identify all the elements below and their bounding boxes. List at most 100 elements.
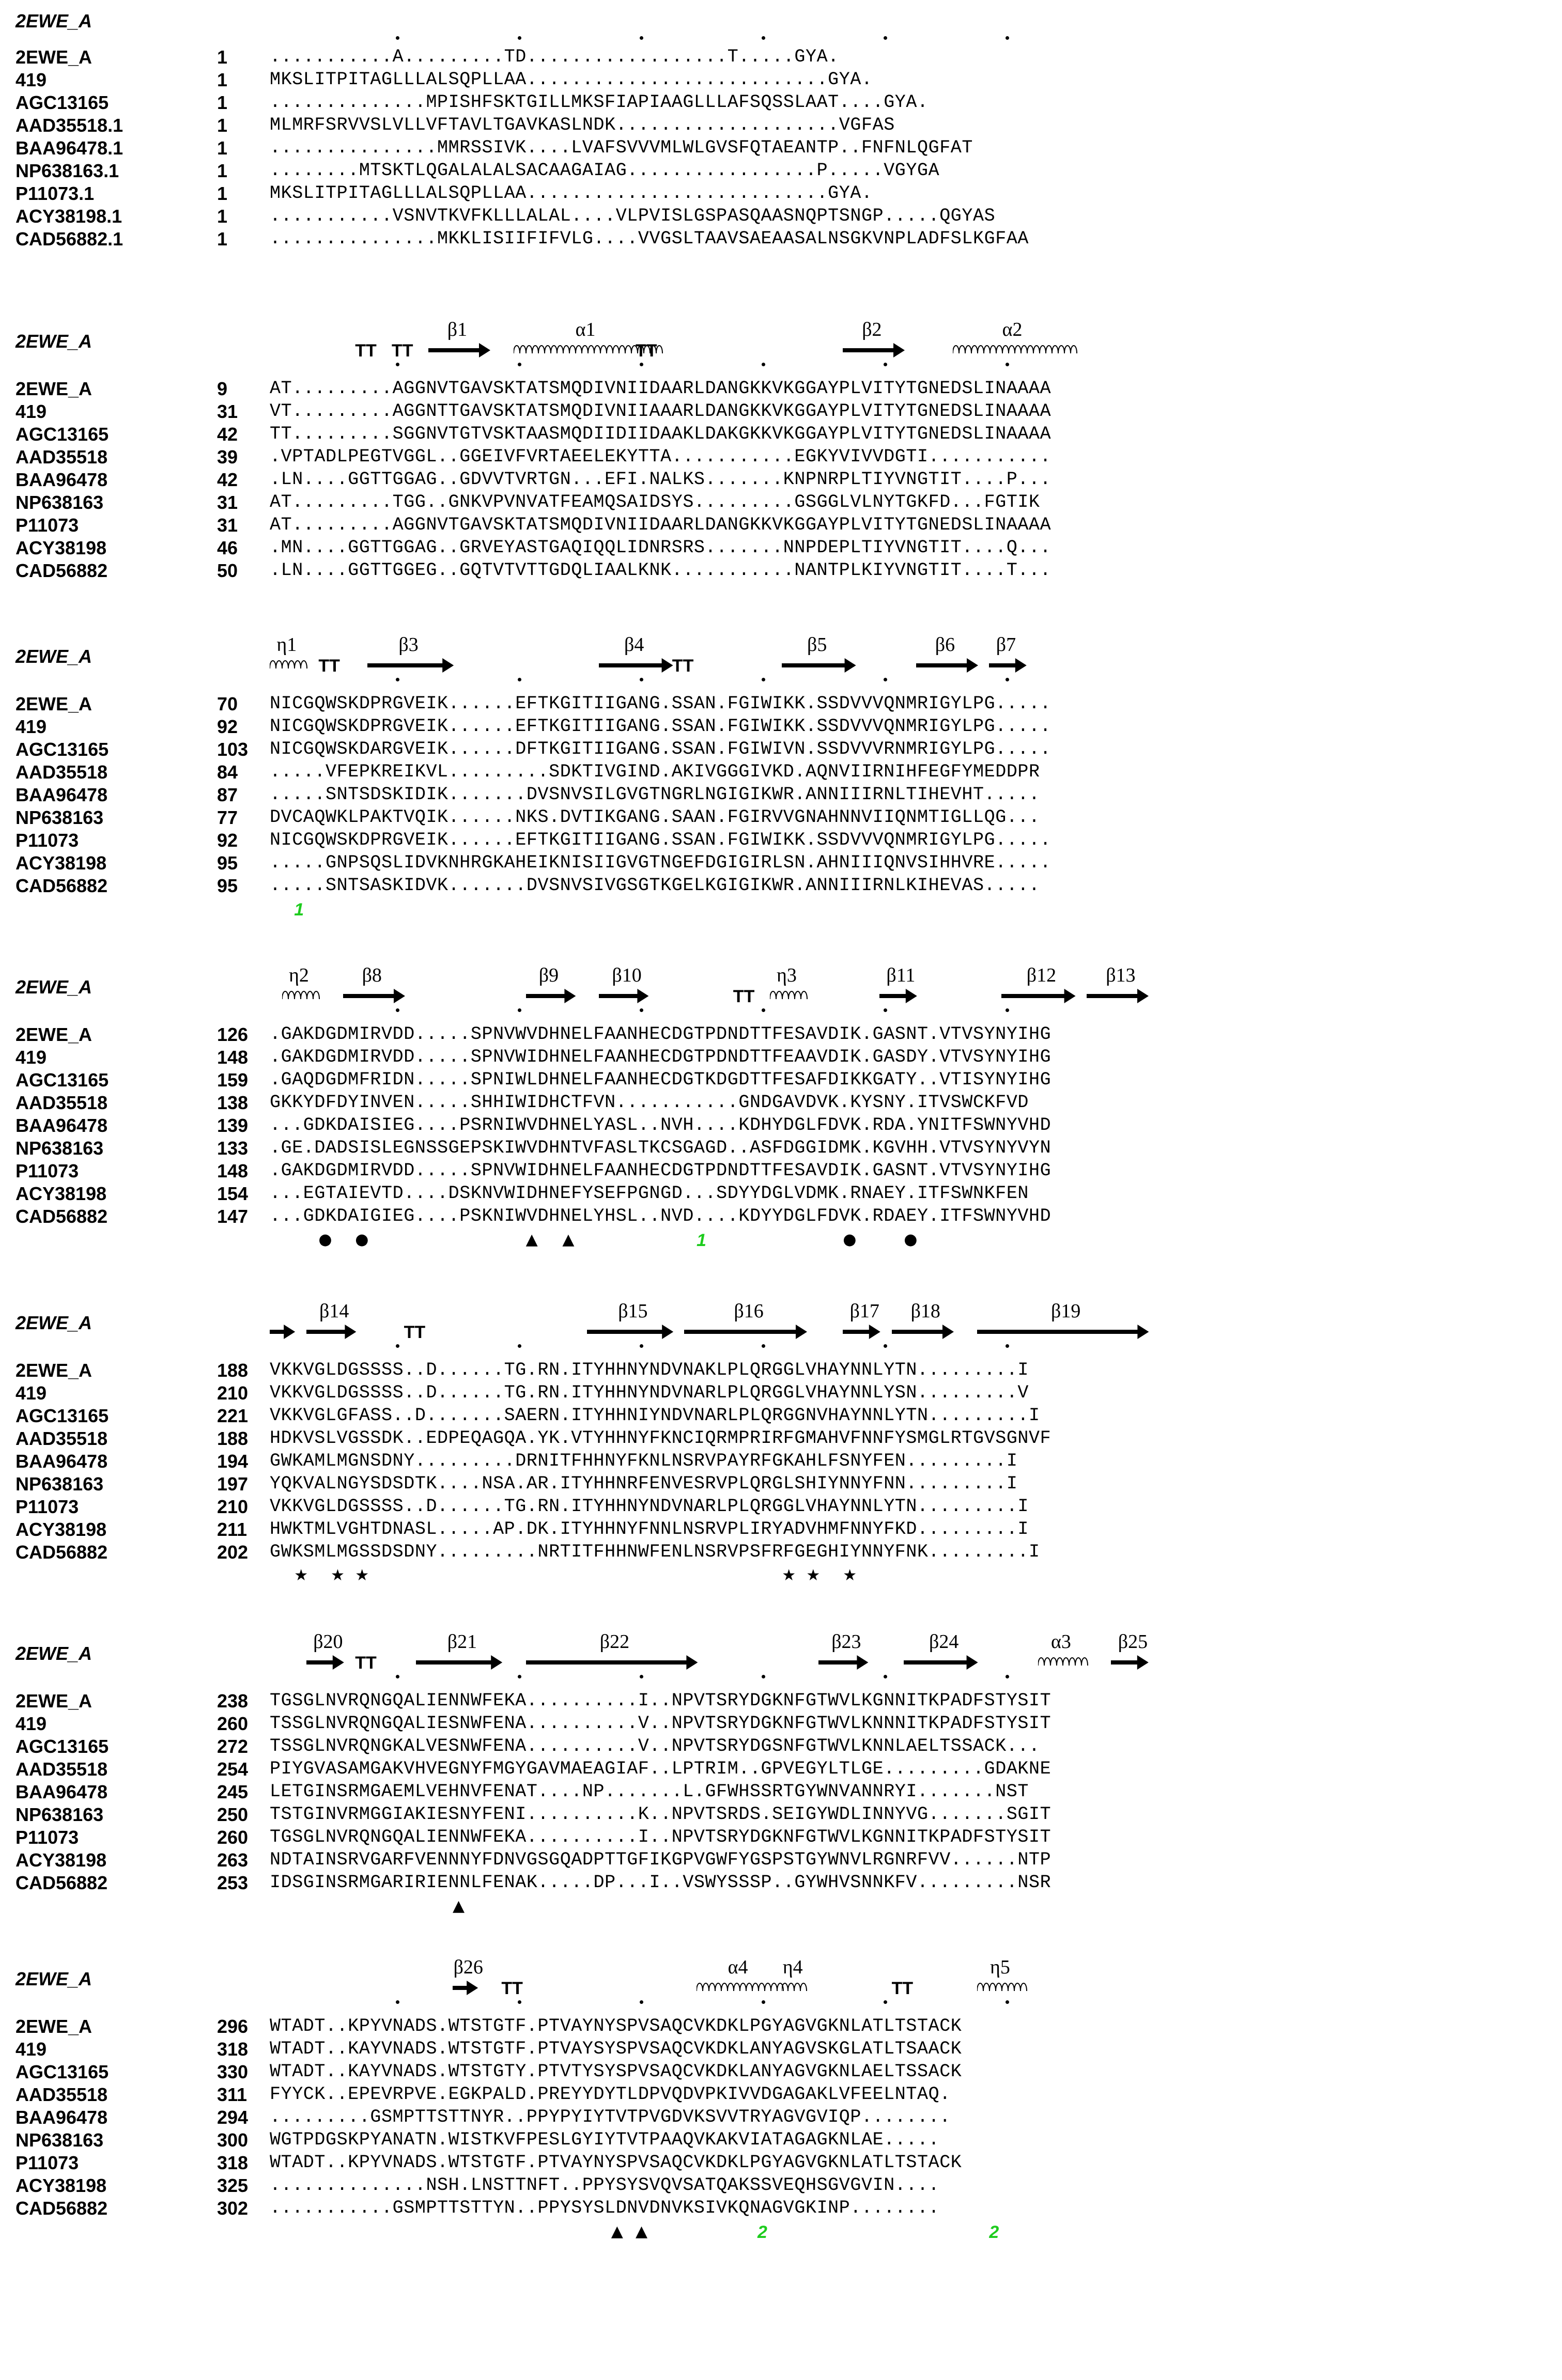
secondary-structure-label: β8: [362, 965, 382, 986]
helix-coil: [282, 991, 320, 1000]
position-dot: [884, 678, 887, 681]
sequence-residues: TSTGINVRMGGIAKIESNYFENI..........K..NPVT…: [270, 1804, 1051, 1825]
sequence-residues: GKKYDFDYINVEN.....SHHIWIDHCTFVN.........…: [270, 1092, 1029, 1113]
sequence-name: 2EWE_A: [16, 1690, 92, 1712]
sequence-name: CAD56882: [16, 2198, 108, 2219]
position-dot: [884, 2000, 887, 2004]
sequence-row: 2EWE_A 188 VKKVGLDGSSSS..D......TG.RN.ITYH…: [0, 1360, 1562, 1382]
sequence-name: AGC13165: [16, 2061, 109, 2082]
secondary-structure-label: α2: [1002, 319, 1023, 340]
reference-label: 2EWE_A: [16, 646, 92, 667]
sequence-residues: AT.........AGGNVTGAVSKTATSMQDIVNIIDAARLD…: [270, 378, 1051, 399]
sequence-name: AAD35518: [16, 1759, 108, 1780]
secondary-structure-label: β2: [862, 319, 882, 340]
sequence-start-number: 103: [217, 739, 249, 760]
sequence-residues: PIYGVASAMGAKVHVEGNYFMGYGAVMAEAGIAF..LPTR…: [270, 1759, 1051, 1779]
sequence-row: NP638163 31 AT.........TGG..GNKVPVNVATFEAM…: [0, 492, 1562, 515]
sequence-row: NP638163 133 .GE.DADSISLEGNSSGEPSKIWVDHNTV…: [0, 1138, 1562, 1160]
sequence-name: 2EWE_A: [16, 1024, 92, 1045]
sequence-residues: GWKAMLMGNSDNY.........DRNITFHHNYFKNLNSRV…: [270, 1451, 1018, 1471]
star-marker-icon: ★: [355, 1566, 369, 1584]
sequence-start-number: 39: [217, 446, 238, 468]
sequence-start-number: 194: [217, 1451, 249, 1472]
sequence-name: BAA96478: [16, 2107, 108, 2128]
secondary-structure-label: α1: [575, 319, 596, 340]
sequence-name: 419: [16, 1382, 47, 1404]
sequence-row: 419 1 MKSLITPITAGLLLALSQPLLAA.............…: [0, 69, 1562, 92]
sequence-name: AGC13165: [16, 424, 109, 445]
sequence-residues: ...GDKDAIGIEG....PSKNIWVDHNELYHSL..NVD..…: [270, 1206, 1051, 1226]
sequence-residues: WTADT..KPYVNADS.WTSTGTF.PTVAYNYSPVSAQCVK…: [270, 2152, 962, 2173]
sequence-start-number: 95: [217, 852, 238, 874]
sequence-row: CAD56882 302 ...........GSMPTTSTTYN..PPYSY…: [0, 2198, 1562, 2220]
sequence-name: NP638163: [16, 1138, 104, 1159]
position-dot: [1006, 1008, 1009, 1012]
sequence-residues: ........MTSKTLQGALALALSACAAGAIAG........…: [270, 160, 940, 181]
sequence-residues: NICGQWSKDPRGVEIK......EFTKGITIIGANG.SSAN…: [270, 830, 1051, 850]
sequence-row: CAD56882.1 1 ...............MKKLISIIFIFVLG…: [0, 228, 1562, 251]
turn-marker: TT: [318, 656, 340, 676]
sequence-row: AGC13165 42 TT.........SGGNVTGTVSKTAASMQDI…: [0, 424, 1562, 446]
sequence-name: 2EWE_A: [16, 693, 92, 714]
secondary-structure-label: β14: [319, 1300, 349, 1322]
sequence-name: AGC13165: [16, 1736, 109, 1757]
sequence-residues: ...........GSMPTTSTTYN..PPYSYSLDNVDNVKSI…: [270, 2198, 940, 2218]
sequence-name: ACY38198: [16, 1849, 107, 1871]
sequence-start-number: 42: [217, 469, 238, 490]
position-dot: [884, 1008, 887, 1012]
turn-marker: TT: [891, 1979, 914, 1998]
sequence-residues: IDSGINSRMGARIRIENNLFENAK.....DP...I..VSW…: [270, 1872, 1051, 1893]
sequence-name: 2EWE_A: [16, 2016, 92, 2037]
sequence-name: BAA96478: [16, 1781, 108, 1802]
sequence-name: BAA96478: [16, 1115, 108, 1136]
sequence-residues: ...............MKKLISIIFIFVLG....VVGSLTA…: [270, 228, 1029, 249]
sequence-residues: .GAKDGDMIRVDD.....SPNVWIDHNELFAANHECDGTP…: [270, 1047, 1051, 1067]
sequence-start-number: 254: [217, 1759, 249, 1780]
triangle-marker-icon: ▲: [562, 1231, 575, 1249]
sequence-row: ACY38198 211 HWKTMLVGHTDNASL.....AP.DK.ITY…: [0, 1519, 1562, 1542]
position-dot: [396, 678, 399, 681]
sequence-residues: .LN....GGTTGGEG..GQTVTVTTGDQLIAALKNK....…: [270, 560, 1051, 581]
sequence-start-number: 87: [217, 784, 238, 805]
position-dot: [518, 1344, 521, 1348]
secondary-structure-label: β17: [849, 1300, 879, 1322]
sequence-row: 419 31 VT.........AGGNTTGAVSKTATSMQDIVNIIA…: [0, 401, 1562, 424]
sequence-residues: ..............MPISHFSKTGILLMKSFIAPIAAGLL…: [270, 92, 929, 113]
sequence-row: P11073 31 AT.........AGGNVTGAVSKTATSMQDIVN…: [0, 515, 1562, 537]
position-dot: [884, 1344, 887, 1348]
sequence-name: NP638163: [16, 1473, 104, 1495]
sequence-residues: HDKVSLVGSSDK..EDPEQAGQA.YK.VTYHHNYFKNCIQ…: [270, 1428, 1051, 1449]
position-dot: [518, 1008, 521, 1012]
sequence-row: NP638163 300 WGTPDGSKPYANATN.WISTKVFPESLGY…: [0, 2129, 1562, 2152]
secondary-structure-label: β3: [398, 634, 419, 656]
triangle-marker-icon: ▲: [525, 1231, 538, 1249]
sequence-residues: TGSGLNVRQNGQALIENNWFEKA..........I..NPVT…: [270, 1690, 1051, 1711]
secondary-structure-label: β9: [538, 965, 559, 986]
sequence-residues: VT.........AGGNTTGAVSKTATSMQDIVNIIAAARLD…: [270, 401, 1051, 422]
secondary-structure-label: β23: [831, 1631, 861, 1653]
star-marker-icon: ★: [843, 1566, 857, 1584]
beta-strand-arrow: [782, 658, 856, 673]
sequence-row: AGC13165 159 .GAQDGDMFRIDN.....SPNIWLDHNEL…: [0, 1069, 1562, 1092]
sequence-name: CAD56882: [16, 875, 108, 896]
helix-coil: [697, 1983, 784, 1992]
sequence-residues: ..............NSH.LNSTTNFT..PPYSYSVQVSAT…: [270, 2175, 940, 2196]
sequence-residues: VKKVGLDGSSSS..D......TG.RN.ITYHHNYNDVNAR…: [270, 1382, 1029, 1403]
sequence-start-number: 31: [217, 492, 238, 513]
triangle-marker-icon: ▲: [636, 2222, 648, 2241]
sequence-name: NP638163: [16, 2129, 104, 2151]
sequence-start-number: 1: [217, 46, 228, 68]
sequence-start-number: 318: [217, 2152, 249, 2173]
sequence-residues: MLMRFSRVVSLVLLVFTAVLTGAVKASLNDK.........…: [270, 115, 895, 135]
sequence-row: 2EWE_A 238 TGSGLNVRQNGQALIENNWFEKA........…: [0, 1690, 1562, 1713]
sequence-residues: NICGQWSKDARGVEIK......DFTKGITIIGANG.SSAN…: [270, 739, 1051, 759]
beta-strand-arrow: [1001, 989, 1076, 1003]
secondary-structure-label: β6: [935, 634, 955, 656]
sequence-name: ACY38198: [16, 537, 107, 558]
helix-coil: [514, 345, 663, 354]
secondary-structure-label: α3: [1051, 1631, 1071, 1653]
star-marker-icon: ★: [331, 1566, 345, 1584]
sequence-name: CAD56882: [16, 1872, 108, 1893]
position-dot: [762, 363, 765, 366]
sequence-residues: .GAKDGDMIRVDD.....SPNVWIDHNELFAANHECDGTP…: [270, 1160, 1051, 1181]
